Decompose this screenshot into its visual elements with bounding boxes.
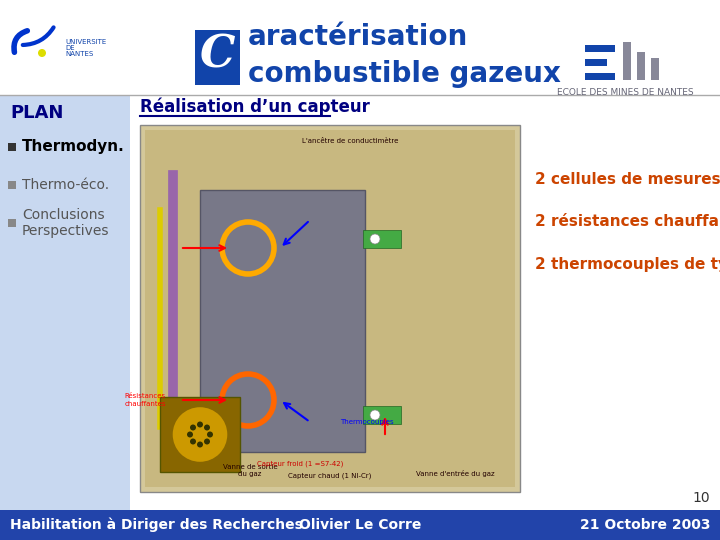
Text: Résistances
chauffantes: Résistances chauffantes [125,394,166,407]
Text: aractérisation
combustible gazeux: aractérisation combustible gazeux [248,23,561,88]
Text: Vanne d'entrée du gaz: Vanne d'entrée du gaz [415,470,495,477]
Text: C: C [200,34,235,77]
Text: Thermodyn.: Thermodyn. [22,139,125,154]
Circle shape [370,234,380,244]
Text: 21 Octobre 2003: 21 Octobre 2003 [580,518,710,532]
Bar [0,95,130,510]
Bar [363,230,401,248]
Text: 2 thermocouples de type K: 2 thermocouples de type K [535,256,720,272]
Bar [585,45,615,52]
Text: L'ancêtre de conductimètre: L'ancêtre de conductimètre [302,138,398,144]
Bar [0,510,720,540]
Circle shape [207,431,213,437]
Bar [585,73,615,80]
Bar [0,0,720,95]
Text: Capteur froid (1 =S7-42): Capteur froid (1 =S7-42) [257,461,343,467]
Text: 10: 10 [693,491,710,505]
Bar [637,52,645,80]
Circle shape [190,424,196,430]
Text: Capteur chaud (1 NI-Cr): Capteur chaud (1 NI-Cr) [288,472,372,479]
Circle shape [197,422,203,428]
Circle shape [38,49,46,57]
Bar [160,397,240,472]
Bar [623,42,631,80]
Text: ECOLE DES MINES DE NANTES: ECOLE DES MINES DE NANTES [557,88,693,97]
Text: 2 résistances chauffantes: 2 résistances chauffantes [535,214,720,230]
Text: 2 cellules de mesures: 2 cellules de mesures [535,172,720,187]
Bar [8,143,16,151]
Bar [140,125,520,492]
Bar [195,30,240,85]
Text: Conclusions
Perspectives: Conclusions Perspectives [22,208,109,238]
Circle shape [370,410,380,420]
Text: Habilitation à Diriger des Recherches: Habilitation à Diriger des Recherches [10,518,303,532]
Text: Olivier Le Corre: Olivier Le Corre [299,518,421,532]
Circle shape [204,438,210,444]
Text: Thermo-éco.: Thermo-éco. [22,178,109,192]
Bar [8,181,16,189]
Text: Réalisation d’un capteur: Réalisation d’un capteur [140,98,370,116]
Bar [651,58,659,80]
Bar [363,406,401,424]
Text: UNIVERSITE
DE
NANTES: UNIVERSITE DE NANTES [65,38,107,57]
Bar [200,190,365,452]
Bar [180,415,208,430]
Circle shape [172,407,228,462]
Text: PLAN: PLAN [10,104,63,122]
Text: Vanne de sortie
du gaz: Vanne de sortie du gaz [222,464,277,477]
Text: Thermocouples: Thermocouples [340,419,394,425]
Circle shape [190,438,196,444]
Bar [585,59,607,66]
Bar [145,130,515,487]
Circle shape [204,424,210,430]
Circle shape [187,431,193,437]
Bar [8,219,16,227]
Circle shape [197,442,203,448]
